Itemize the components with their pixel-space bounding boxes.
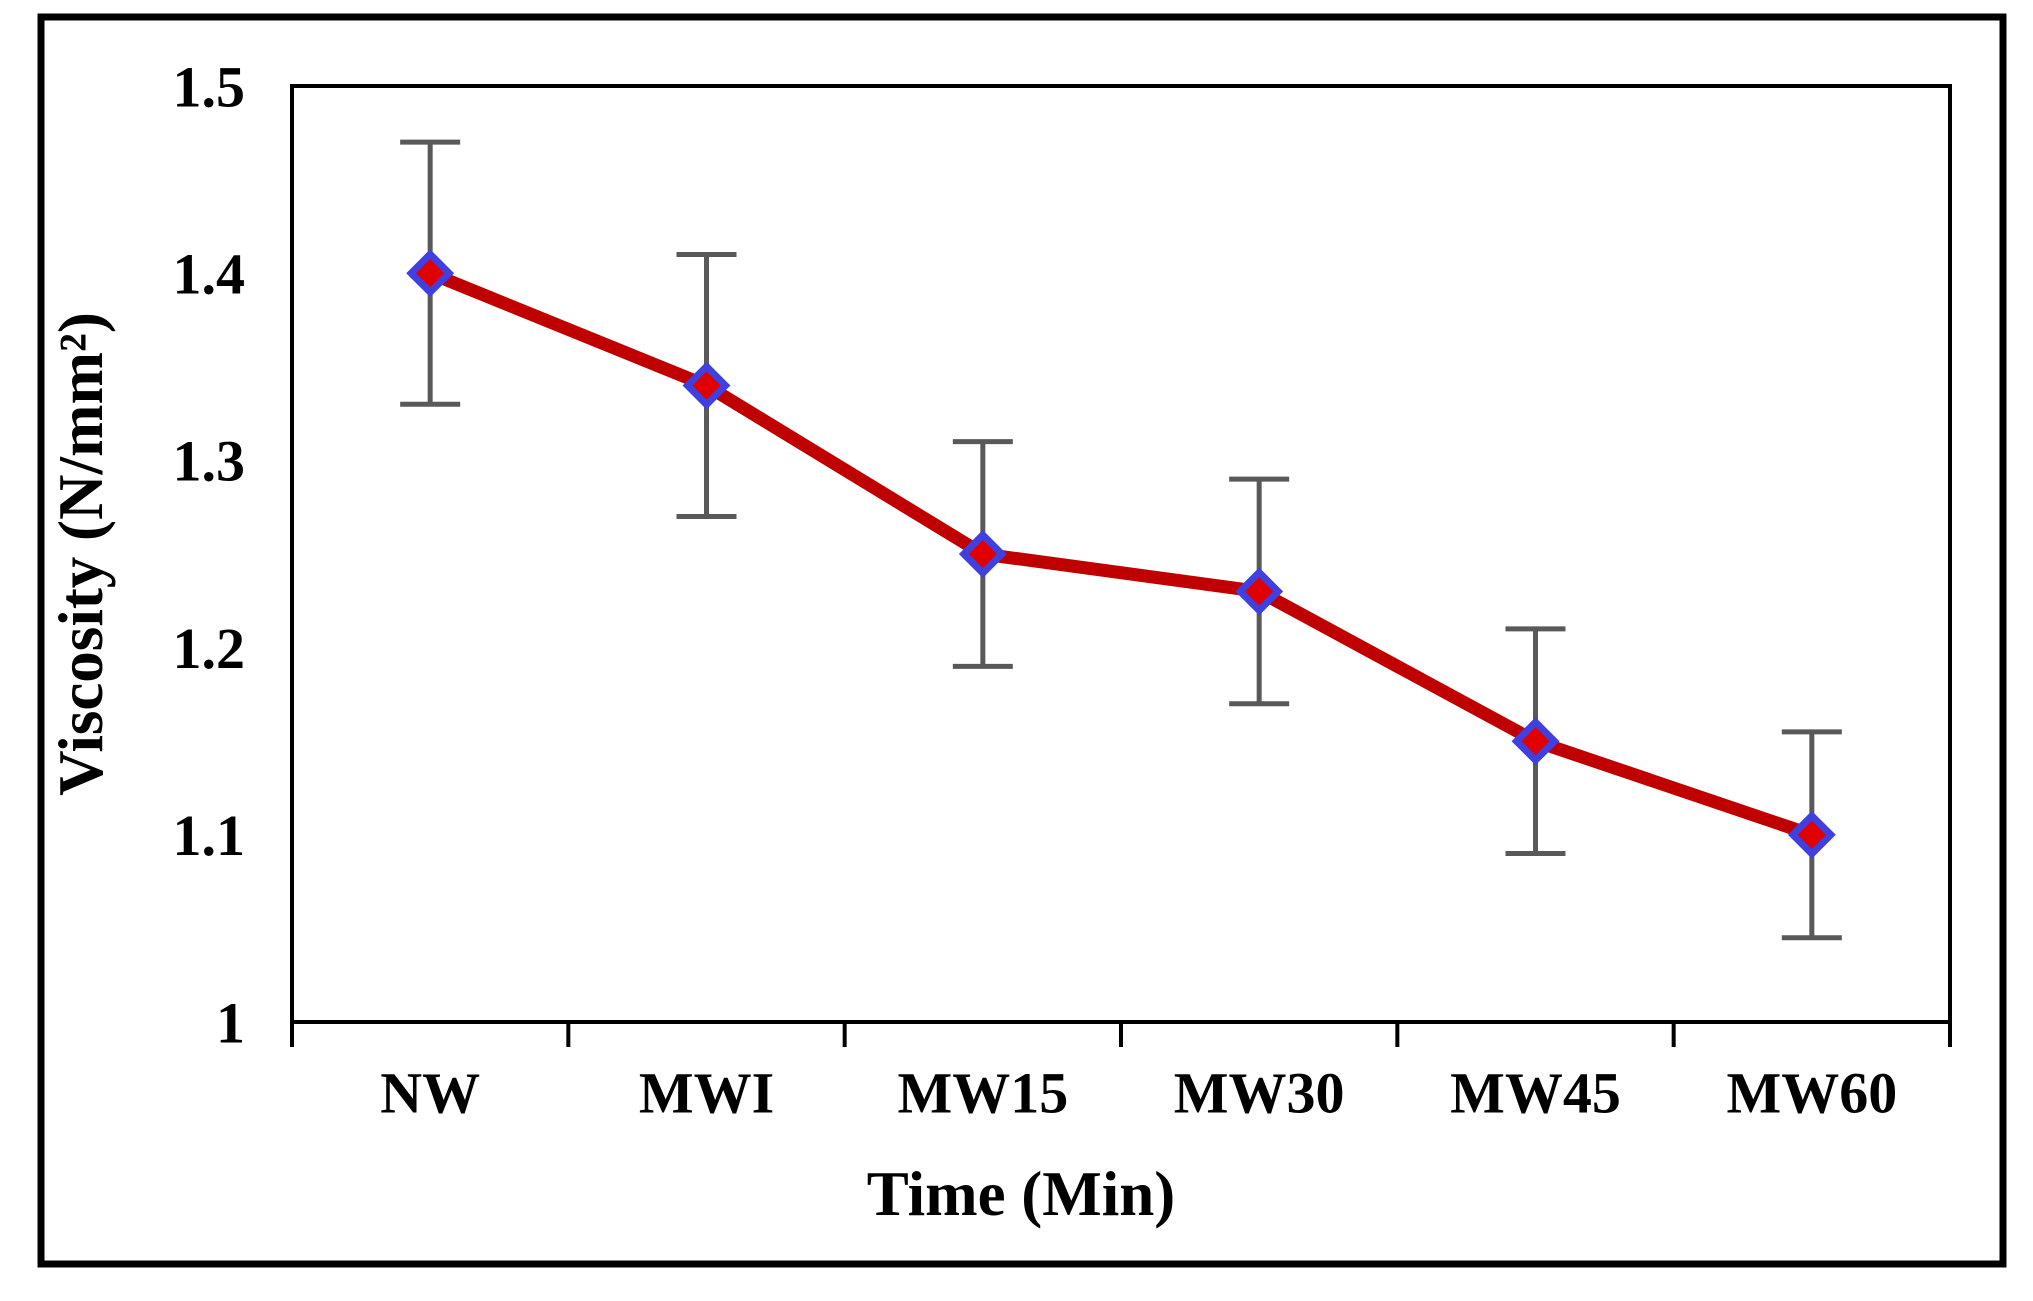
y-tick-label: 1 <box>216 990 245 1055</box>
x-tick-labels: NW MWI MW15 MW30 MW45 MW60 <box>380 1060 1897 1125</box>
figure-border <box>37 13 2007 1268</box>
data-point-marker <box>1235 567 1284 616</box>
y-tick-label: 1.4 <box>173 242 246 307</box>
data-markers <box>406 249 1836 859</box>
x-tick-label: MW45 <box>1450 1060 1621 1125</box>
x-axis-ticks <box>290 1022 1952 1047</box>
plot-area <box>290 84 1952 1024</box>
data-point-marker <box>406 249 455 298</box>
x-tick-label: MW15 <box>897 1060 1068 1125</box>
y-tick-label: 1.2 <box>173 616 246 681</box>
x-tick-label: MW30 <box>1174 1060 1345 1125</box>
y-tick-label: 1.1 <box>173 803 246 868</box>
y-axis-title: Viscosity (N/mm²) <box>46 312 116 796</box>
data-point-marker <box>1787 810 1836 859</box>
data-point-marker <box>682 361 731 410</box>
data-point-marker <box>958 530 1007 578</box>
x-tick-label: NW <box>380 1060 480 1125</box>
data-point-marker <box>1511 717 1560 766</box>
x-tick-label: MW60 <box>1726 1060 1897 1125</box>
y-tick-labels: 1 1.1 1.2 1.3 1.4 1.5 <box>173 54 246 1055</box>
error-bars <box>400 139 1842 941</box>
y-tick-label: 1.5 <box>173 54 246 119</box>
x-tick-label: MWI <box>639 1060 774 1125</box>
data-line <box>423 266 1819 842</box>
y-tick-label: 1.3 <box>173 429 246 494</box>
x-axis-title: Time (Min) <box>867 1159 1176 1229</box>
